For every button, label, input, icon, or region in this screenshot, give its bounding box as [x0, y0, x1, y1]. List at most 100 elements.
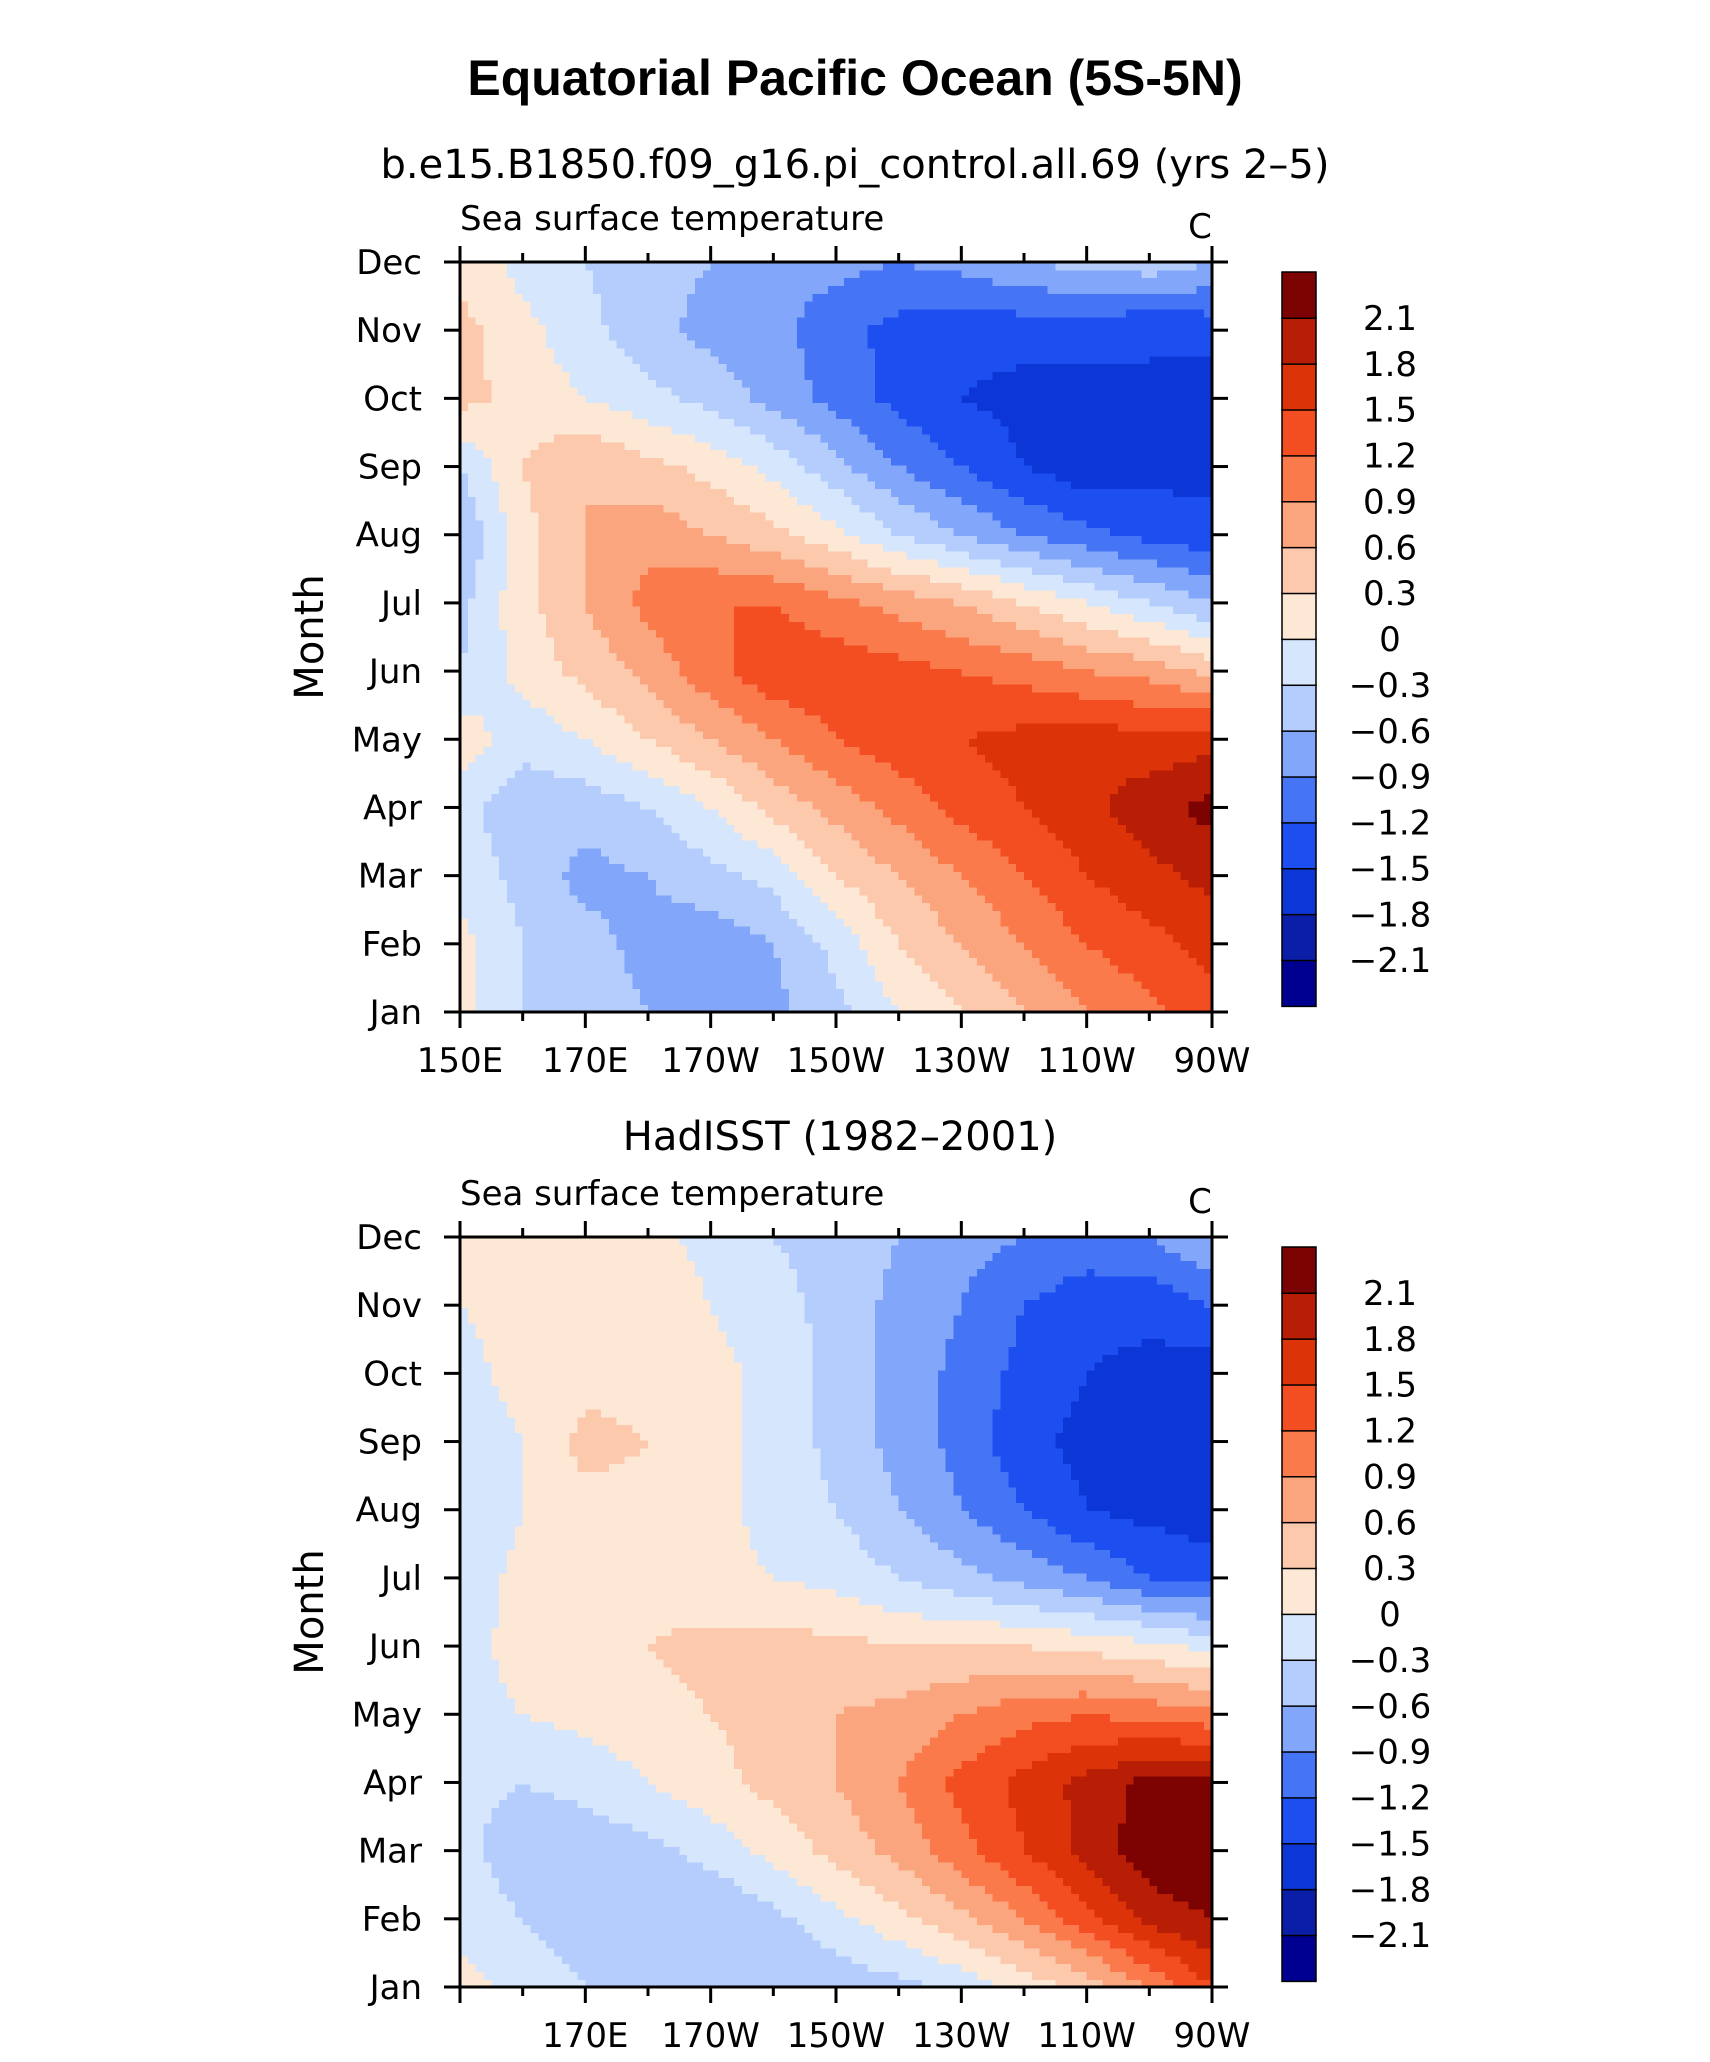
heatmap-cell: [1141, 699, 1150, 708]
heatmap-cell: [1157, 871, 1166, 880]
heatmap-cell: [640, 910, 649, 919]
heatmap-cell: [749, 699, 759, 708]
heatmap-cell: [648, 613, 657, 622]
heatmap-cell: [491, 605, 500, 615]
heatmap-cell: [890, 644, 900, 654]
heatmap-cell: [1133, 683, 1143, 693]
heatmap-cell: [1157, 957, 1166, 966]
heatmap-cell: [569, 840, 579, 849]
heatmap-cell: [561, 965, 571, 974]
heatmap-cell: [812, 972, 821, 982]
heatmap-cell: [687, 777, 696, 787]
heatmap-cell: [1172, 996, 1182, 1005]
heatmap-cell: [961, 676, 970, 685]
heatmap-cell: [789, 668, 798, 677]
heatmap-cell: [992, 941, 1002, 951]
heatmap-cell: [601, 840, 610, 849]
heatmap-cell: [757, 957, 767, 966]
heatmap-cell: [640, 715, 649, 724]
heatmap-cell: [514, 637, 524, 646]
heatmap-cell: [561, 668, 571, 677]
heatmap-cell: [1000, 754, 1009, 763]
heatmap-cell: [1141, 746, 1150, 755]
heatmap-cell: [922, 918, 931, 927]
heatmap-cell: [977, 652, 986, 662]
heatmap-cell: [499, 746, 508, 755]
heatmap-cell: [1165, 621, 1174, 630]
heatmap-cell: [655, 762, 665, 771]
heatmap-cell: [922, 957, 931, 966]
heatmap-cell: [1008, 879, 1017, 888]
heatmap-cell: [616, 949, 626, 958]
heatmap-cell: [867, 957, 876, 966]
heatmap-cell: [875, 644, 884, 654]
heatmap-cell: [875, 988, 884, 997]
heatmap-cell: [961, 879, 970, 888]
heatmap-cell: [624, 605, 633, 615]
heatmap-cell: [467, 652, 477, 662]
heatmap-cell: [757, 754, 767, 763]
heatmap-cell: [914, 707, 923, 716]
heatmap-cell: [1063, 683, 1072, 693]
heatmap-cell: [773, 988, 782, 997]
heatmap-cell: [538, 762, 547, 771]
heatmap-cell: [695, 730, 704, 740]
heatmap-cell: [937, 887, 947, 896]
heatmap-cell: [1000, 722, 1009, 732]
heatmap-cell: [475, 644, 485, 654]
heatmap-cell: [546, 832, 555, 841]
heatmap-cell: [875, 980, 884, 990]
heatmap-cell: [812, 613, 821, 622]
heatmap-cell: [781, 644, 790, 654]
heatmap-cell: [718, 660, 727, 669]
heatmap-cell: [977, 762, 986, 771]
heatmap-cell: [608, 621, 618, 630]
heatmap-cell: [945, 980, 955, 990]
heatmap-cell: [843, 816, 853, 826]
heatmap-cell: [655, 722, 665, 732]
heatmap-cell: [992, 996, 1002, 1005]
heatmap-cell: [655, 801, 665, 810]
heatmap-cell: [624, 980, 633, 990]
heatmap-cell: [859, 738, 868, 747]
heatmap-cell: [765, 1004, 774, 1013]
heatmap-cell: [1000, 769, 1009, 779]
heatmap-cell: [945, 746, 955, 755]
heatmap-cell: [460, 660, 469, 669]
heatmap-cell: [765, 863, 774, 872]
heatmap-cell: [1071, 996, 1080, 1005]
heatmap-cell: [687, 933, 696, 943]
heatmap-cell: [1000, 801, 1009, 810]
heatmap-cell: [491, 965, 500, 974]
heatmap-cell: [1118, 730, 1127, 740]
heatmap-cell: [507, 840, 516, 849]
heatmap-cell: [561, 683, 571, 693]
heatmap-cell: [546, 754, 555, 763]
heatmap-cell: [1086, 855, 1096, 865]
heatmap-cell: [773, 887, 782, 896]
heatmap-cell: [1149, 816, 1158, 826]
heatmap-cell: [757, 910, 767, 919]
heatmap-cell: [742, 988, 751, 997]
heatmap-cell: [475, 652, 485, 662]
heatmap-cell: [781, 652, 790, 662]
heatmap-cell: [1125, 605, 1135, 615]
heatmap-cell: [507, 894, 516, 904]
heatmap-cell: [1133, 988, 1143, 997]
heatmap-cell: [843, 918, 853, 927]
heatmap-cell: [1055, 871, 1064, 880]
heatmap-cell: [1039, 668, 1049, 677]
heatmap-cell: [890, 660, 900, 669]
heatmap-cell: [577, 847, 586, 857]
heatmap-cell: [632, 777, 641, 787]
heatmap-cell: [953, 949, 962, 958]
heatmap-cell: [757, 816, 767, 826]
heatmap-cell: [992, 683, 1002, 693]
heatmap-cell: [977, 980, 986, 990]
heatmap-cell: [648, 715, 657, 724]
heatmap-cell: [499, 668, 508, 677]
heatmap-cell: [663, 871, 673, 880]
heatmap-cell: [898, 855, 908, 865]
heatmap-cell: [1196, 762, 1205, 771]
heatmap-cell: [836, 613, 845, 622]
